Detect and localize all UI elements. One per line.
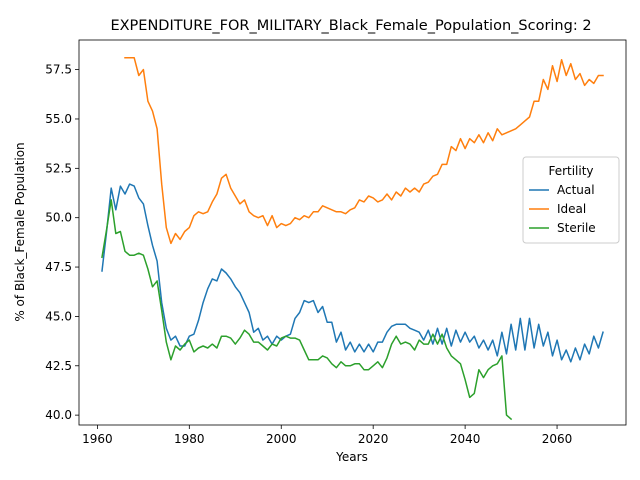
legend-label-sterile: Sterile — [557, 221, 596, 235]
legend-entries: Actual Ideal Sterile — [529, 183, 596, 235]
series-line-sterile — [101, 199, 513, 421]
x-axis-ticks: 1960 1980 2000 2020 2040 2060 — [82, 425, 572, 446]
series-layer — [101, 57, 604, 421]
y-axis-ticks: 40.0 42.5 45.0 47.5 50.0 52.5 55.0 57.5 — [45, 63, 79, 422]
x-axis-label: Years — [335, 450, 368, 464]
legend: Fertility Actual Ideal Sterile — [522, 156, 620, 244]
x-tick-label: 1960 — [82, 432, 113, 446]
y-tick-label: 40.0 — [45, 408, 72, 422]
axes-spines — [78, 39, 627, 426]
legend-box — [522, 156, 620, 244]
y-tick-label: 50.0 — [45, 211, 72, 225]
x-tick-label: 1980 — [174, 432, 205, 446]
x-tick-label: 2060 — [542, 432, 573, 446]
chart-title: EXPENDITURE_FOR_MILITARY_Black_Female_Po… — [110, 18, 591, 34]
legend-label-actual: Actual — [557, 183, 595, 197]
y-tick-label: 42.5 — [45, 359, 72, 373]
legend-title: Fertility — [548, 164, 593, 178]
y-axis-label: % of Black_Female Population — [13, 142, 27, 321]
x-tick-label: 2040 — [450, 432, 481, 446]
series-line-ideal — [124, 57, 604, 245]
y-tick-label: 52.5 — [45, 161, 72, 175]
y-tick-label: 57.5 — [45, 63, 72, 77]
legend-label-ideal: Ideal — [557, 202, 586, 216]
y-tick-label: 45.0 — [45, 309, 72, 323]
x-tick-label: 2020 — [358, 432, 389, 446]
y-tick-label: 55.0 — [45, 112, 72, 126]
x-tick-label: 2000 — [266, 432, 297, 446]
y-tick-label: 47.5 — [45, 260, 72, 274]
